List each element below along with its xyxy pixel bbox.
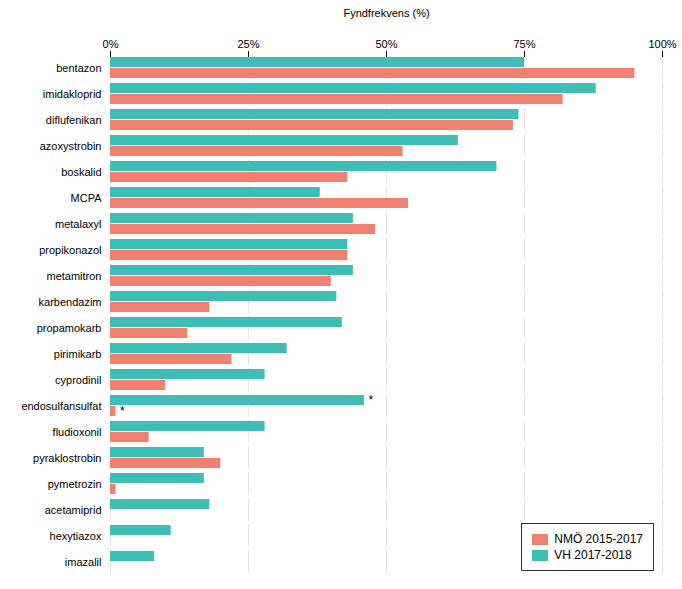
svg-text:karbendazim: karbendazim <box>39 296 102 308</box>
svg-text:pymetrozin: pymetrozin <box>48 478 102 490</box>
svg-text:metamitron: metamitron <box>46 270 101 282</box>
svg-text:*: * <box>120 404 125 418</box>
svg-text:pyraklostrobin: pyraklostrobin <box>33 452 101 464</box>
svg-text:imidakloprid: imidakloprid <box>43 88 102 100</box>
svg-text:imazalil: imazalil <box>65 556 102 568</box>
svg-text:MCPA: MCPA <box>71 192 103 204</box>
svg-text:bentazon: bentazon <box>56 62 101 74</box>
svg-text:*: * <box>368 393 373 407</box>
html-text:VH 2017-2018: VH 2017-2018 <box>554 548 632 562</box>
svg-text:cyprodinil: cyprodinil <box>55 374 101 386</box>
svg-text:metalaxyl: metalaxyl <box>55 218 101 230</box>
svg-text:endosulfansulfat: endosulfansulfat <box>21 400 101 412</box>
svg-text:Fyndfrekvens (%): Fyndfrekvens (%) <box>343 7 429 19</box>
svg-text:acetamiprid: acetamiprid <box>45 504 102 516</box>
svg-text:propamokarb: propamokarb <box>37 322 102 334</box>
svg-text:hexytiazox: hexytiazox <box>50 530 102 542</box>
svg-text:0%: 0% <box>103 38 119 50</box>
svg-text:azoxystrobin: azoxystrobin <box>40 140 102 152</box>
svg-text:diflufenikan: diflufenikan <box>46 114 102 126</box>
html-text:NMÖ 2015-2017: NMÖ 2015-2017 <box>554 532 643 546</box>
svg-text:fludioxonil: fludioxonil <box>53 426 102 438</box>
svg-text:50%: 50% <box>375 38 397 50</box>
svg-text:25%: 25% <box>237 38 259 50</box>
svg-text:pirimikarb: pirimikarb <box>54 348 102 360</box>
svg-text:boskalid: boskalid <box>61 166 101 178</box>
svg-text:100%: 100% <box>648 38 676 50</box>
svg-text:75%: 75% <box>513 38 535 50</box>
svg-text:propikonazol: propikonazol <box>39 244 101 256</box>
